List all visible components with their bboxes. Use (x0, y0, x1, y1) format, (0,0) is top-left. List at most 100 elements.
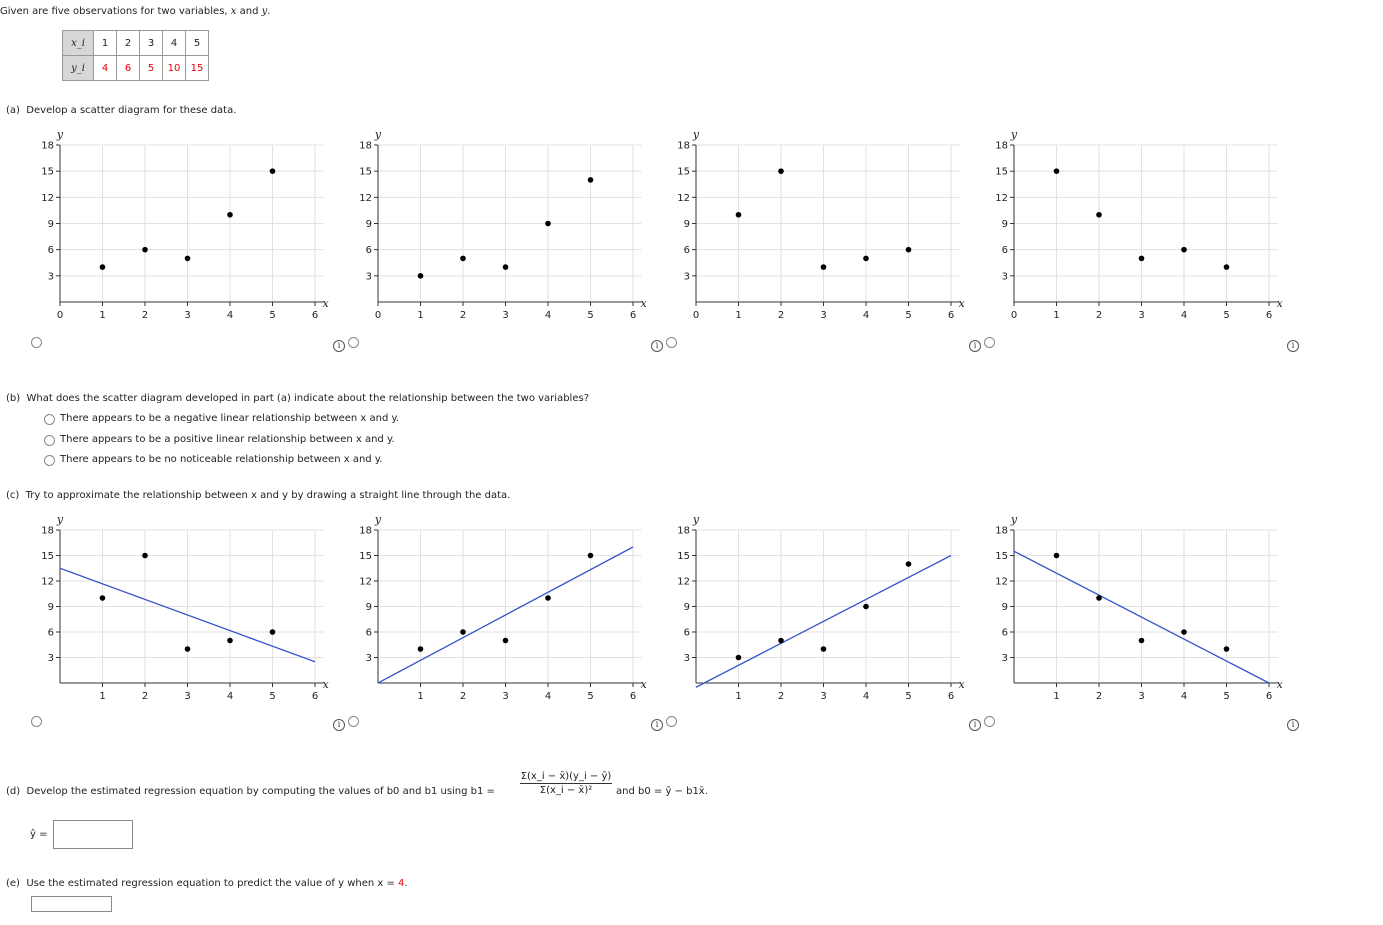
x-tick-label: 6 (1266, 691, 1272, 702)
part-c-question: (c) Try to approximate the relationship … (6, 490, 510, 501)
option-radio[interactable] (44, 455, 55, 466)
x-axis-label: x (1277, 297, 1284, 310)
option-radio[interactable] (44, 414, 55, 425)
data-point (863, 255, 869, 262)
x-axis-label: x (959, 678, 966, 691)
data-point (460, 255, 466, 262)
option-positive[interactable]: There appears to be a positive linear re… (44, 434, 395, 446)
data-point (820, 646, 827, 652)
info-icon[interactable]: i (651, 340, 663, 352)
x-tick-label: 6 (630, 691, 636, 702)
table-cell: 4 (162, 30, 186, 56)
y-axis-label: y (692, 128, 700, 141)
data-point (778, 168, 784, 174)
data-point (545, 595, 551, 601)
option-negative[interactable]: There appears to be a negative linear re… (44, 413, 400, 425)
data-point (735, 654, 742, 661)
data-point (1181, 629, 1187, 635)
x-tick-label: 1 (417, 310, 423, 321)
data-point (1223, 646, 1230, 652)
part-a-question: (a) Develop a scatter diagram for these … (6, 105, 236, 116)
x-tick-label: 6 (312, 691, 318, 702)
x-tick-label: 1 (417, 691, 423, 702)
y-tick-label: 9 (684, 602, 690, 613)
option-radio-c2[interactable] (348, 716, 359, 727)
info-icon[interactable]: i (333, 719, 345, 731)
y-tick-label: 18 (995, 526, 1008, 537)
y-tick-label: 18 (995, 141, 1008, 152)
option-radio[interactable] (44, 435, 55, 446)
y-tick-label: 12 (677, 193, 690, 204)
y-axis-label: y (692, 513, 700, 526)
part-label: (b) (6, 393, 21, 404)
option-radio-c3[interactable] (666, 716, 677, 727)
x-tick-label: 2 (778, 310, 784, 321)
option-radio-a4[interactable] (984, 337, 995, 348)
option-radio-a2[interactable] (348, 337, 359, 348)
x-tick-label: 0 (1011, 310, 1017, 321)
option-none[interactable]: There appears to be no noticeable relati… (44, 454, 383, 466)
x-tick-label: 0 (375, 310, 381, 321)
x-tick-label: 2 (1096, 310, 1102, 321)
option-radio-c4[interactable] (984, 716, 995, 727)
x-tick-label: 0 (693, 310, 699, 321)
info-icon[interactable]: i (969, 340, 981, 352)
info-icon[interactable]: i (1287, 340, 1299, 352)
yhat-label: ŷ = (30, 829, 48, 840)
x-tick-label: 2 (142, 691, 148, 702)
y-axis-label: y (1010, 513, 1018, 526)
x-tick-label: 3 (502, 691, 508, 702)
x-header: x_i (62, 30, 94, 56)
x-tick-label: 6 (948, 310, 954, 321)
x-tick-label: 4 (227, 691, 233, 702)
x-tick-label: 3 (1138, 310, 1144, 321)
x-tick-label: 1 (1053, 310, 1059, 321)
option-label: There appears to be a negative linear re… (60, 413, 400, 424)
y-axis-label: y (374, 513, 382, 526)
data-point (142, 552, 148, 559)
regression-equation-input[interactable] (53, 820, 133, 849)
x-tick-label: 1 (735, 691, 741, 702)
formula-denominator: Σ(x_i − x̄)² (539, 785, 593, 796)
data-point (227, 211, 233, 218)
option-radio-c1[interactable] (31, 716, 42, 727)
y-tick-label: 3 (684, 653, 690, 664)
data-point (227, 637, 233, 644)
x-tick-label: 6 (1266, 310, 1272, 321)
x-axis-label: x (641, 297, 648, 310)
option-radio-a1[interactable] (31, 337, 42, 348)
fit-line (1013, 550, 1270, 684)
x-axis-label: x (641, 678, 648, 691)
formula-numerator: Σ(x_i − x̄)(y_i − ȳ) (520, 771, 612, 782)
x-tick-label: 5 (587, 691, 593, 702)
y-tick-label: 9 (48, 602, 54, 613)
option-radio-a3[interactable] (666, 337, 677, 348)
y-axis-label: y (56, 128, 64, 141)
table-cell: 6 (116, 55, 140, 81)
info-icon[interactable]: i (969, 719, 981, 731)
info-icon[interactable]: i (333, 340, 345, 352)
table-row-x: x_i 1 2 3 4 5 (62, 30, 209, 56)
prediction-input[interactable] (31, 896, 112, 912)
y-tick-label: 3 (1002, 271, 1008, 282)
data-point (269, 629, 276, 635)
option-label: There appears to be no noticeable relati… (60, 454, 383, 465)
data-point (99, 595, 106, 601)
x-tick-label: 4 (227, 310, 233, 321)
x-tick-label: 4 (545, 691, 551, 702)
y-tick-label: 12 (677, 577, 690, 588)
y-axis-label: y (1010, 128, 1018, 141)
info-icon[interactable]: i (1287, 719, 1299, 731)
x-tick-label: 2 (778, 691, 784, 702)
info-icon[interactable]: i (651, 719, 663, 731)
x-tick-label: 4 (1181, 310, 1187, 321)
x-tick-label: 6 (312, 310, 318, 321)
x-tick-label: 2 (1096, 691, 1102, 702)
b1-formula: Σ(x_i − x̄)(y_i − ȳ) Σ(x_i − x̄)² (520, 771, 612, 796)
x-tick-label: 2 (460, 310, 466, 321)
y-tick-label: 3 (684, 271, 690, 282)
data-point (905, 561, 912, 567)
y-tick-label: 6 (366, 245, 372, 256)
y-tick-label: 3 (366, 271, 372, 282)
